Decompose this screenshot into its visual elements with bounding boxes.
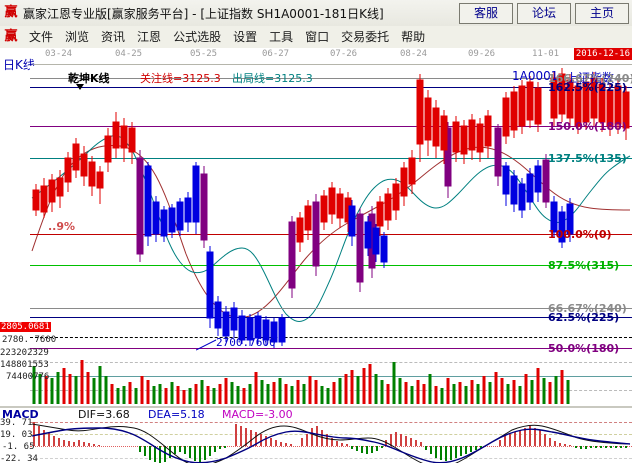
macd-dif-value: DIF=3.68 <box>78 408 130 421</box>
macd-pane[interactable] <box>30 420 632 463</box>
macd-grid-line-4 <box>30 458 632 459</box>
volume-bars <box>32 360 570 404</box>
gann-line-166 <box>30 78 632 79</box>
date-axis: 03-24 04-25 05-25 06-27 07-26 08-24 09-2… <box>0 48 632 64</box>
date-tick: 07-26 <box>330 49 358 59</box>
price-callout-label: 2700.7600 <box>216 336 276 349</box>
symbol-name-label: 上证指数 <box>566 71 615 85</box>
macd-grid-line-2 <box>30 434 632 435</box>
axis-rule <box>30 64 632 65</box>
gann-line-162 <box>30 87 632 88</box>
menu-item-browse[interactable]: 浏览 <box>65 30 90 44</box>
macd-histogram-and-lines <box>31 422 631 463</box>
volume-grid-line-mid <box>30 376 632 377</box>
overlay-name-label: 乾坤K线 <box>68 72 110 85</box>
volume-grid-line-top <box>30 362 632 363</box>
window-title: 赢家江恩专业版[赢家服务平台] - [上证指数 SH1A0001-181日K线] <box>23 6 384 21</box>
macd-histogram-negative <box>139 446 627 463</box>
menu-item-trade-order[interactable]: 交易委托 <box>341 30 390 44</box>
date-tick: 05-25 <box>190 49 218 59</box>
app-logo-icon: 赢 <box>4 29 18 44</box>
macd-scale-label: 39. 71 <box>0 418 33 428</box>
gann-label-66: 66.67%(240) <box>548 302 627 315</box>
focus-line-label: 关注线=3125.3 <box>140 72 221 85</box>
macd-scale-label: -1. 65 <box>2 442 35 452</box>
candle-group-down-right <box>348 160 574 268</box>
gann-label-100: 100.0%(0) <box>548 228 612 241</box>
date-tick: 09-26 <box>468 49 496 59</box>
volume-grid-line-low <box>30 390 632 391</box>
menu-item-formula-stock-pick[interactable]: 公式选股 <box>173 30 222 44</box>
macd-grid-line-1 <box>30 422 632 423</box>
gann-line-150 <box>30 126 632 127</box>
gann-label-87: 87.5%(315) <box>548 259 620 272</box>
chart-area[interactable]: 03-24 04-25 05-25 06-27 07-26 08-24 09-2… <box>0 48 632 464</box>
gann-label-150: 150.0%(180) <box>548 120 627 133</box>
price-dashed-line <box>30 337 632 338</box>
last-date-badge: 2016-12-16 <box>573 48 632 60</box>
volume-scale-label: 74400776 <box>6 372 50 382</box>
gann-line-66 <box>30 308 632 309</box>
faint-percent-label: ..9% <box>48 220 76 233</box>
gann-line-50 <box>30 348 632 349</box>
volume-bar-group <box>32 360 570 404</box>
exit-line-label: 出局线=3125.3 <box>232 72 313 85</box>
menu-item-settings[interactable]: 设置 <box>233 30 258 44</box>
period-label: 日K线 <box>3 58 35 72</box>
menu-item-tools[interactable]: 工具 <box>269 30 294 44</box>
gann-line-137 <box>30 158 632 159</box>
title-bar: 赢 赢家江恩专业版[赢家服务平台] - [上证指数 SH1A0001-181日K… <box>0 0 632 27</box>
date-tick: 03-24 <box>45 49 73 59</box>
macd-zero-line <box>30 446 632 447</box>
date-tick: 08-24 <box>400 49 428 59</box>
customer-service-button[interactable]: 客服 <box>459 3 513 24</box>
candle-group-up <box>32 112 136 218</box>
last-price-badge: 2805.0681 <box>0 322 51 332</box>
menu-item-window[interactable]: 窗口 <box>305 30 330 44</box>
date-tick: 11-01 <box>532 49 560 59</box>
pane-separator <box>0 406 632 408</box>
gann-label-50: 50.0%(180) <box>548 342 620 355</box>
macd-scale-label: -22. 34 <box>0 454 38 464</box>
overlay-marker-icon <box>76 84 84 90</box>
macd-dea-line <box>31 427 631 463</box>
gann-line-87 <box>30 265 632 266</box>
gann-line-100 <box>30 234 632 235</box>
date-tick: 04-25 <box>115 49 143 59</box>
date-tick: 06-27 <box>262 49 290 59</box>
menu-bar: 赢 文件 浏览 资讯 江恩 公式选股 设置 工具 窗口 交易委托 帮助 <box>0 26 632 49</box>
volume-scale-label: 223202329 <box>0 348 49 358</box>
menu-item-file[interactable]: 文件 <box>29 30 54 44</box>
gann-label-137: 137.5%(135) <box>548 152 627 165</box>
menu-item-news[interactable]: 资讯 <box>101 30 126 44</box>
volume-pane[interactable] <box>30 358 632 406</box>
candle-group-up-right <box>296 68 630 252</box>
gann-line-62 <box>30 317 632 318</box>
candle-group-big-down <box>136 122 550 298</box>
macd-histogram-positive <box>33 422 571 446</box>
macd-dif-line <box>31 423 631 463</box>
macd-panel-title: MACD <box>2 408 39 421</box>
gann-label-62: 62.5%(225) <box>548 311 620 324</box>
callout-leader-line <box>196 339 217 351</box>
title-bar-buttons: 客服 论坛 主页 <box>459 3 629 24</box>
volume-scale-label: 148801553 <box>0 360 49 370</box>
gann-label-166: 166.67%(240) <box>548 72 632 85</box>
candle-group-down <box>144 162 286 348</box>
price-pane[interactable]: ..9% <box>30 66 632 356</box>
symbol-code-label: 1A0001 <box>512 69 559 83</box>
candlestick-series <box>32 68 630 348</box>
forum-button[interactable]: 论坛 <box>517 3 571 24</box>
macd-macd-value: MACD=-3.00 <box>222 408 293 421</box>
homepage-button[interactable]: 主页 <box>575 3 629 24</box>
gann-label-162: 162.5%(225) <box>548 81 627 94</box>
macd-dea-value: DEA=5.18 <box>148 408 205 421</box>
macd-scale-label: 19. 03 <box>0 430 33 440</box>
app-logo-icon: 赢 <box>4 5 18 20</box>
reference-price-label: 2780. 7600 <box>2 335 57 345</box>
ma-slow-line <box>31 145 631 318</box>
menu-item-help[interactable]: 帮助 <box>401 30 426 44</box>
menu-item-gann[interactable]: 江恩 <box>137 30 162 44</box>
